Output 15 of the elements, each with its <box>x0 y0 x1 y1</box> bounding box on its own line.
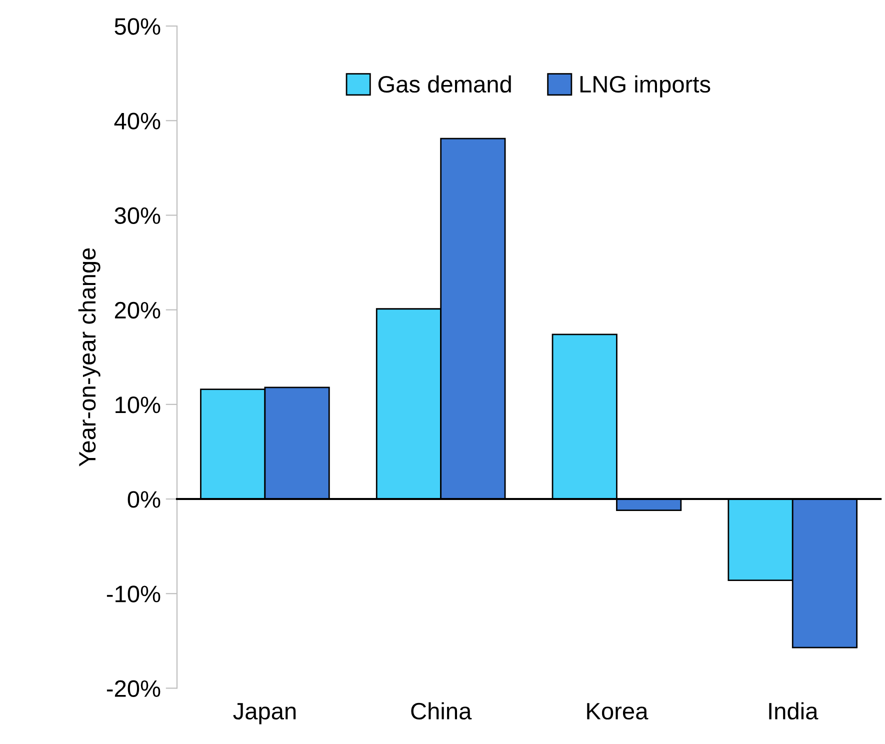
x-tick-label: China <box>411 702 472 720</box>
y-tick-label: 0% <box>128 491 160 508</box>
y-tick-label: -10% <box>106 586 160 602</box>
y-axis-title: Year-on-year change <box>78 248 100 466</box>
x-tick-label: Korea <box>587 703 648 720</box>
y-tick-label: 10% <box>116 396 160 414</box>
x-tick-label: India <box>769 702 818 720</box>
legend-label: Gas demand <box>378 75 511 93</box>
y-tick-label: 30% <box>114 207 160 224</box>
y-tick-label: 40% <box>114 112 160 130</box>
y-tick-label: 20% <box>114 302 160 319</box>
y-tick-label: 50% <box>114 18 160 35</box>
x-tick-label: Japan <box>233 703 296 724</box>
legend-label: LNG imports <box>580 75 710 98</box>
y-tick-label: -20% <box>106 680 160 697</box>
